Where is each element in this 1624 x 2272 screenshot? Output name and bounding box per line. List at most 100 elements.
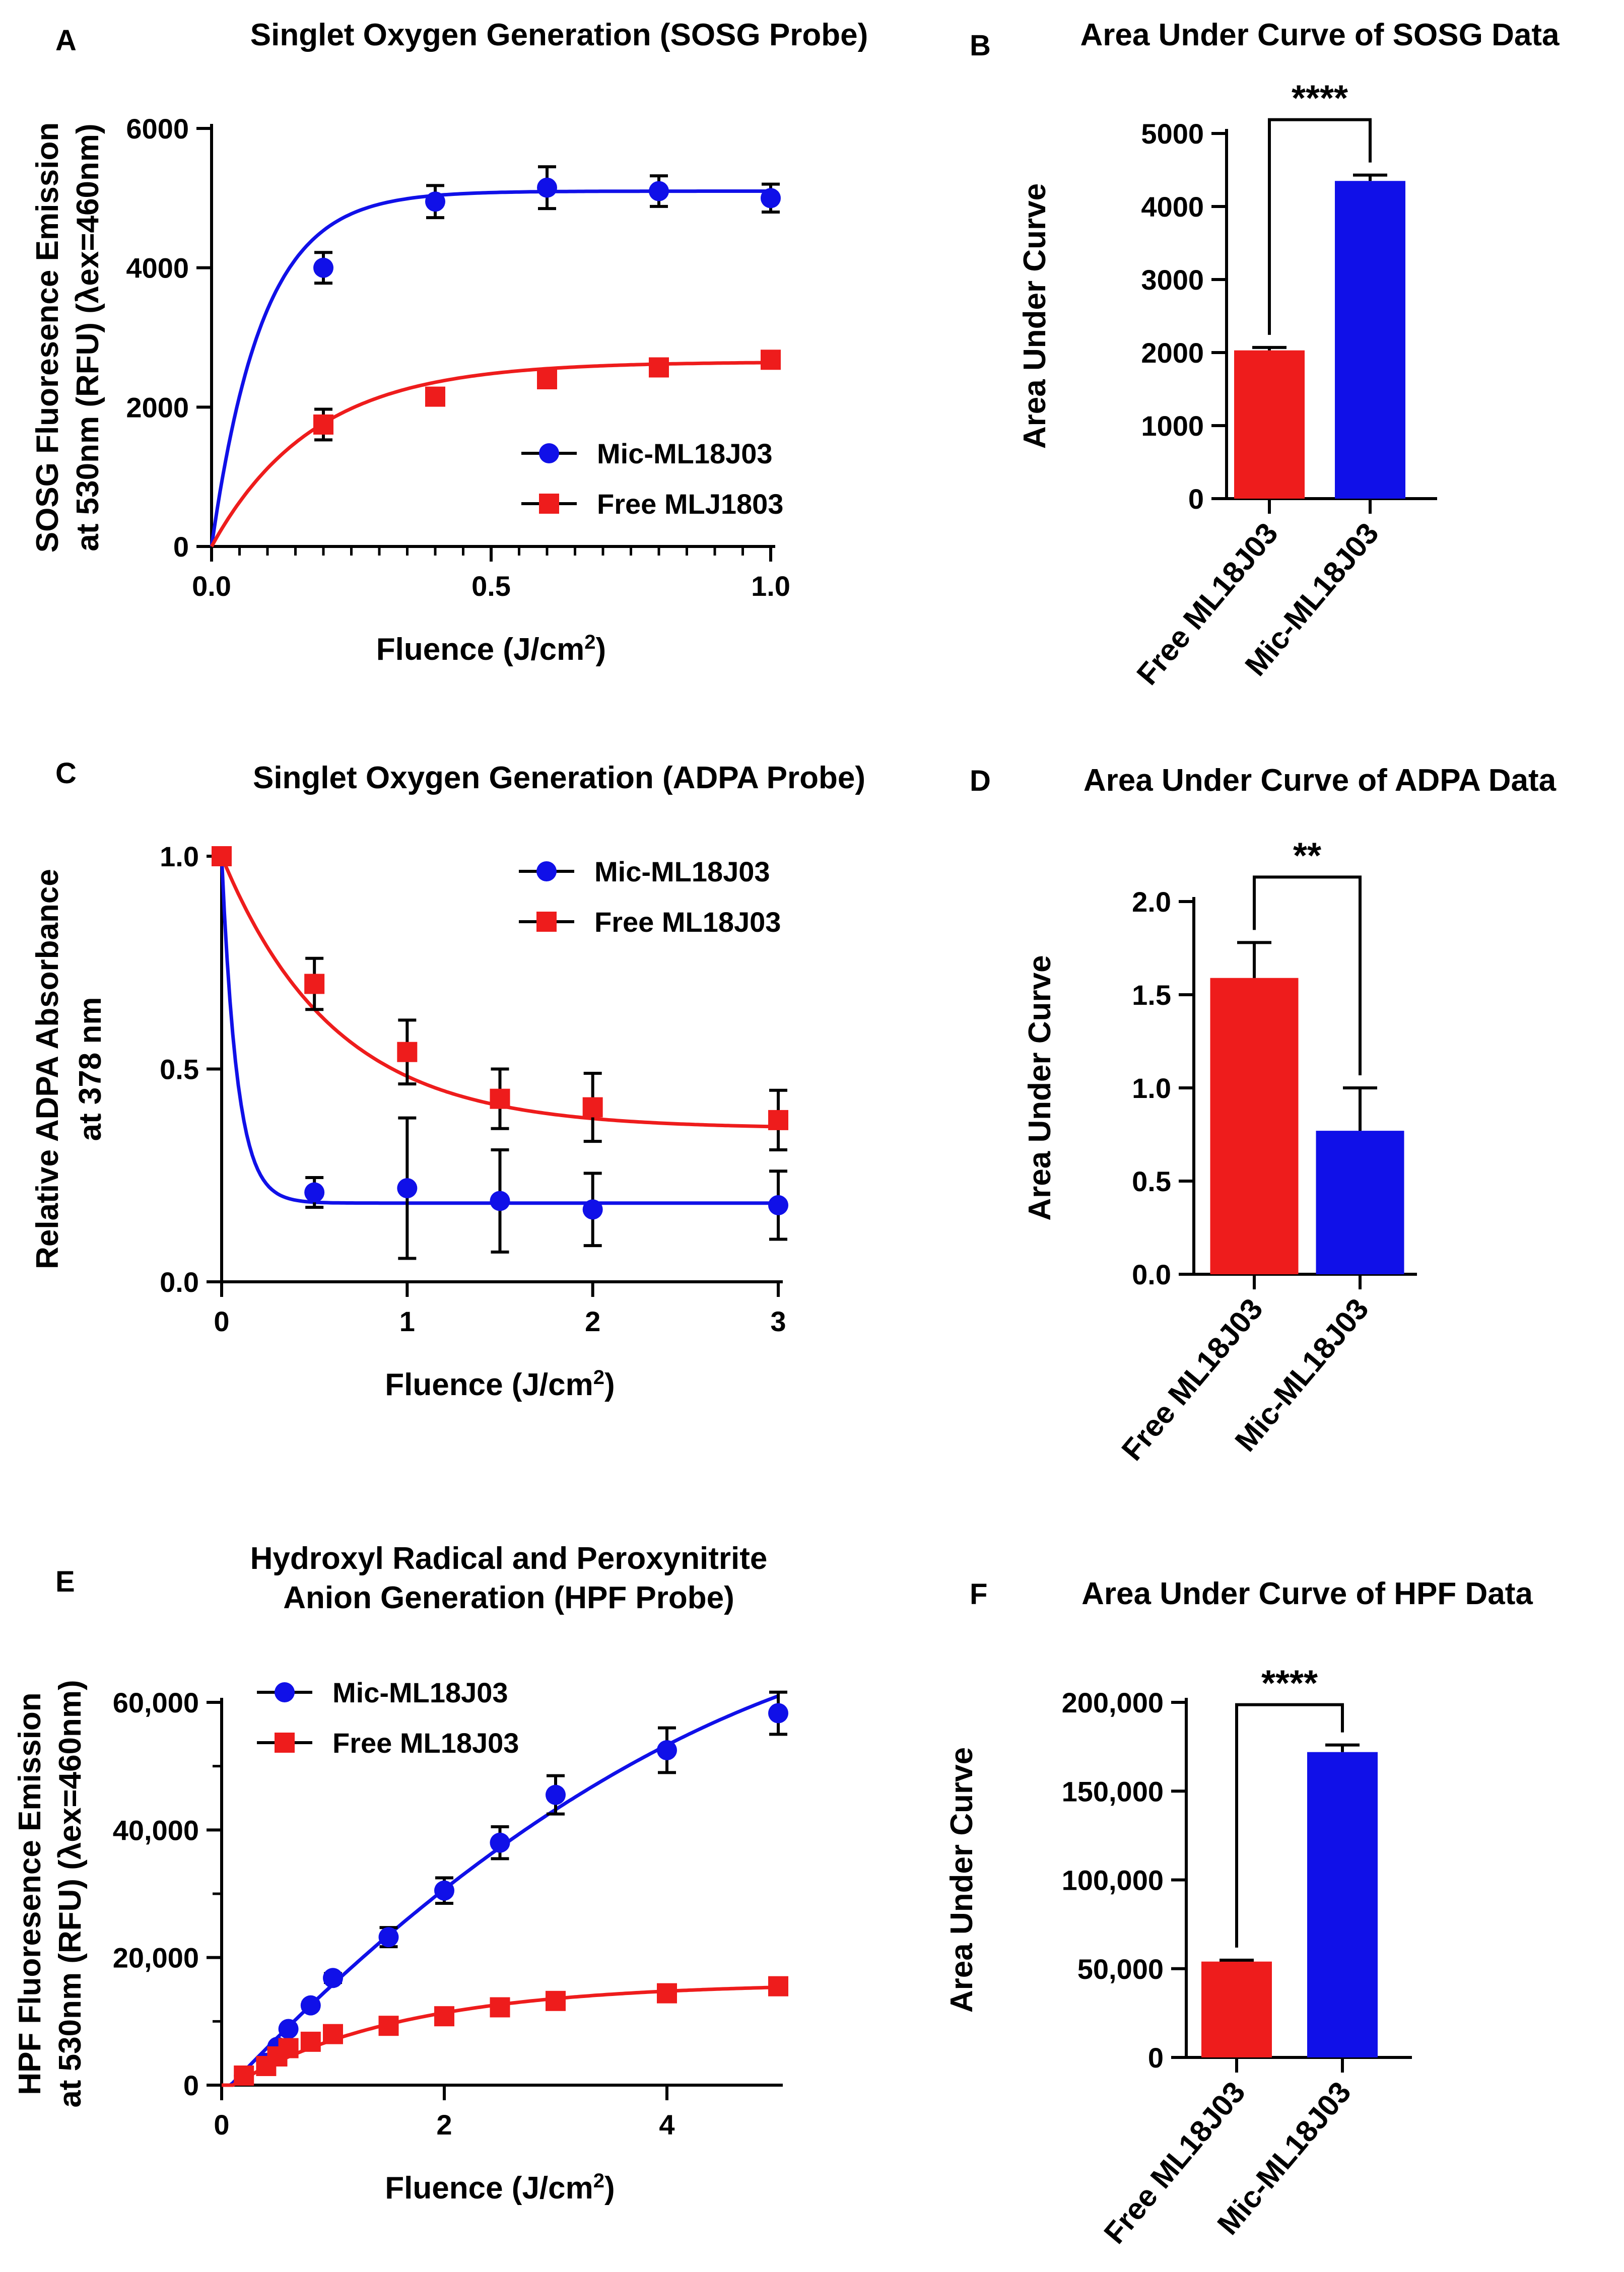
- y-tick-label: 1.5: [1132, 979, 1171, 1011]
- chart-D: Area Under Curve of ADPA Data 0.0 0.5 1.0 1.…: [1023, 763, 1557, 1467]
- y-tick-label: 0.0: [160, 1266, 199, 1298]
- chart-title: Area Under Curve of SOSG Data: [1080, 18, 1560, 52]
- y-tick-label: 4000: [1141, 191, 1204, 223]
- y-tick-label: 150,000: [1062, 1775, 1164, 1807]
- data-point: [490, 1997, 510, 2018]
- panel-letter-D: D: [970, 765, 991, 797]
- panel-letter-A: A: [55, 24, 77, 57]
- x-tick-label: 4: [659, 2109, 674, 2141]
- data-point: [537, 369, 557, 389]
- panel-letter-F: F: [970, 1578, 987, 1611]
- data-point: [582, 1097, 603, 1118]
- y-axis-label: Area Under Curve: [944, 1747, 979, 2013]
- legend-label: Mic-ML18J03: [594, 856, 770, 887]
- y-tick-label: 200,000: [1062, 1687, 1164, 1718]
- bar-Mic-ML18J03: [1307, 1752, 1378, 2057]
- y-tick-label: 0.5: [160, 1054, 199, 1085]
- legend-label: Free MLJ1803: [597, 488, 783, 520]
- data-point: [397, 1178, 418, 1199]
- data-point: [313, 414, 333, 435]
- y-tick-label: 2000: [126, 391, 189, 423]
- bar-Mic-ML18J03: [1335, 181, 1405, 499]
- panel-letter-B: B: [970, 29, 991, 62]
- y-axis-label-line1: HPF Fluoresence Emission: [13, 1692, 47, 2095]
- y-axis-label: Area Under Curve: [1018, 183, 1052, 449]
- y-tick-label: 0: [183, 2070, 199, 2101]
- legend-label: Free ML18J03: [594, 906, 781, 938]
- legend-entry: Free ML18J03: [519, 906, 781, 938]
- legend-entry: Free MLJ1803: [521, 488, 783, 520]
- data-point: [278, 2038, 299, 2058]
- significance-bracket: [1235, 1703, 1344, 1948]
- chart-F: Area Under Curve of HPF Data 0 50,000 100,0…: [944, 1576, 1533, 2250]
- x-tick-label: 0: [214, 2109, 229, 2141]
- data-point: [378, 2016, 399, 2036]
- data-point: [537, 177, 557, 198]
- data-point: [378, 1927, 399, 1948]
- data-point: [434, 1880, 454, 1901]
- legend-marker: [539, 494, 559, 514]
- y-tick-label: 0.5: [1132, 1165, 1171, 1197]
- y-axis-label-line1: SOSG Fluoresence Emission: [30, 122, 65, 553]
- significance-bracket: [1268, 118, 1372, 335]
- bar-Free ML18J03: [1210, 978, 1299, 1274]
- y-tick-label: 4000: [126, 252, 189, 284]
- legend-entry: Mic-ML18J03: [519, 856, 770, 887]
- data-point: [768, 1976, 788, 1996]
- series-Free MLJ1803: [210, 350, 781, 547]
- x-tick-label: 2: [436, 2109, 452, 2141]
- y-tick-label: 2.0: [1132, 886, 1171, 918]
- series-Free ML18J03: [212, 846, 788, 1152]
- data-point: [768, 1110, 788, 1130]
- y-tick-label: 50,000: [1077, 1953, 1164, 1985]
- legend-marker: [539, 443, 559, 463]
- chart-title: Singlet Oxygen Generation (ADPA Probe): [253, 761, 865, 795]
- data-point: [425, 191, 445, 212]
- series-Free ML18J03: [222, 1976, 788, 2087]
- data-point: [490, 1191, 510, 1211]
- data-point: [657, 1983, 677, 2004]
- legend-marker: [536, 861, 557, 881]
- data-point: [490, 1832, 510, 1853]
- data-point: [649, 181, 669, 201]
- data-point: [546, 1990, 566, 2011]
- chart-title: Singlet Oxygen Generation (SOSG Probe): [250, 18, 868, 52]
- significance-label: ****: [1292, 79, 1348, 119]
- chart-A: Singlet Oxygen Generation (SOSG Probe) 0 2…: [30, 18, 868, 667]
- y-axis-label-line2: at 530nm (RFU) (λex=460nm): [71, 123, 105, 551]
- chart-C: Singlet Oxygen Generation (ADPA Probe) 0.…: [30, 761, 865, 1402]
- legend-entry: Mic-ML18J03: [257, 1677, 508, 1708]
- legend-label: Mic-ML18J03: [597, 438, 773, 469]
- y-axis-label: Area Under Curve: [1023, 955, 1057, 1220]
- y-tick-label: 3000: [1141, 264, 1204, 296]
- data-point: [300, 2031, 321, 2052]
- data-point: [761, 350, 781, 370]
- legend-entry: Mic-ML18J03: [521, 438, 773, 469]
- y-tick-label: 1.0: [160, 841, 199, 872]
- data-point: [323, 2024, 343, 2044]
- x-axis-label: Fluence (J/cm2): [385, 2170, 615, 2206]
- data-point: [434, 2006, 454, 2027]
- chart-title-line1: Hydroxyl Radical and Peroxynitrite: [250, 1541, 768, 1576]
- legend-marker: [536, 912, 557, 932]
- data-point: [323, 1968, 343, 1988]
- significance-bracket: [1253, 875, 1362, 1075]
- panel-letter-E: E: [55, 1565, 75, 1598]
- data-point: [768, 1195, 788, 1215]
- data-point: [490, 1088, 510, 1109]
- data-point: [212, 846, 232, 866]
- legend-label: Free ML18J03: [332, 1727, 519, 1759]
- data-point: [657, 1740, 677, 1760]
- x-axis-label: Fluence (J/cm2): [385, 1366, 615, 1402]
- legend-marker: [275, 1733, 295, 1753]
- y-tick-label: 0: [1188, 483, 1204, 515]
- chart-B: Area Under Curve of SOSG Data 0 1000 2000 30…: [1018, 18, 1560, 691]
- x-tick-label: 1.0: [751, 570, 790, 602]
- y-axis-label-line2: at 530nm (RFU) (λex=460nm): [53, 1680, 88, 2107]
- x-tick-label: 1: [399, 1305, 415, 1337]
- series-Mic-ML18J03: [210, 165, 781, 547]
- chart-title-line2: Anion Generation (HPF Probe): [283, 1580, 734, 1615]
- y-tick-label: 20,000: [113, 1942, 199, 1974]
- panel-letter-C: C: [55, 757, 77, 790]
- y-tick-label: 60,000: [113, 1687, 199, 1718]
